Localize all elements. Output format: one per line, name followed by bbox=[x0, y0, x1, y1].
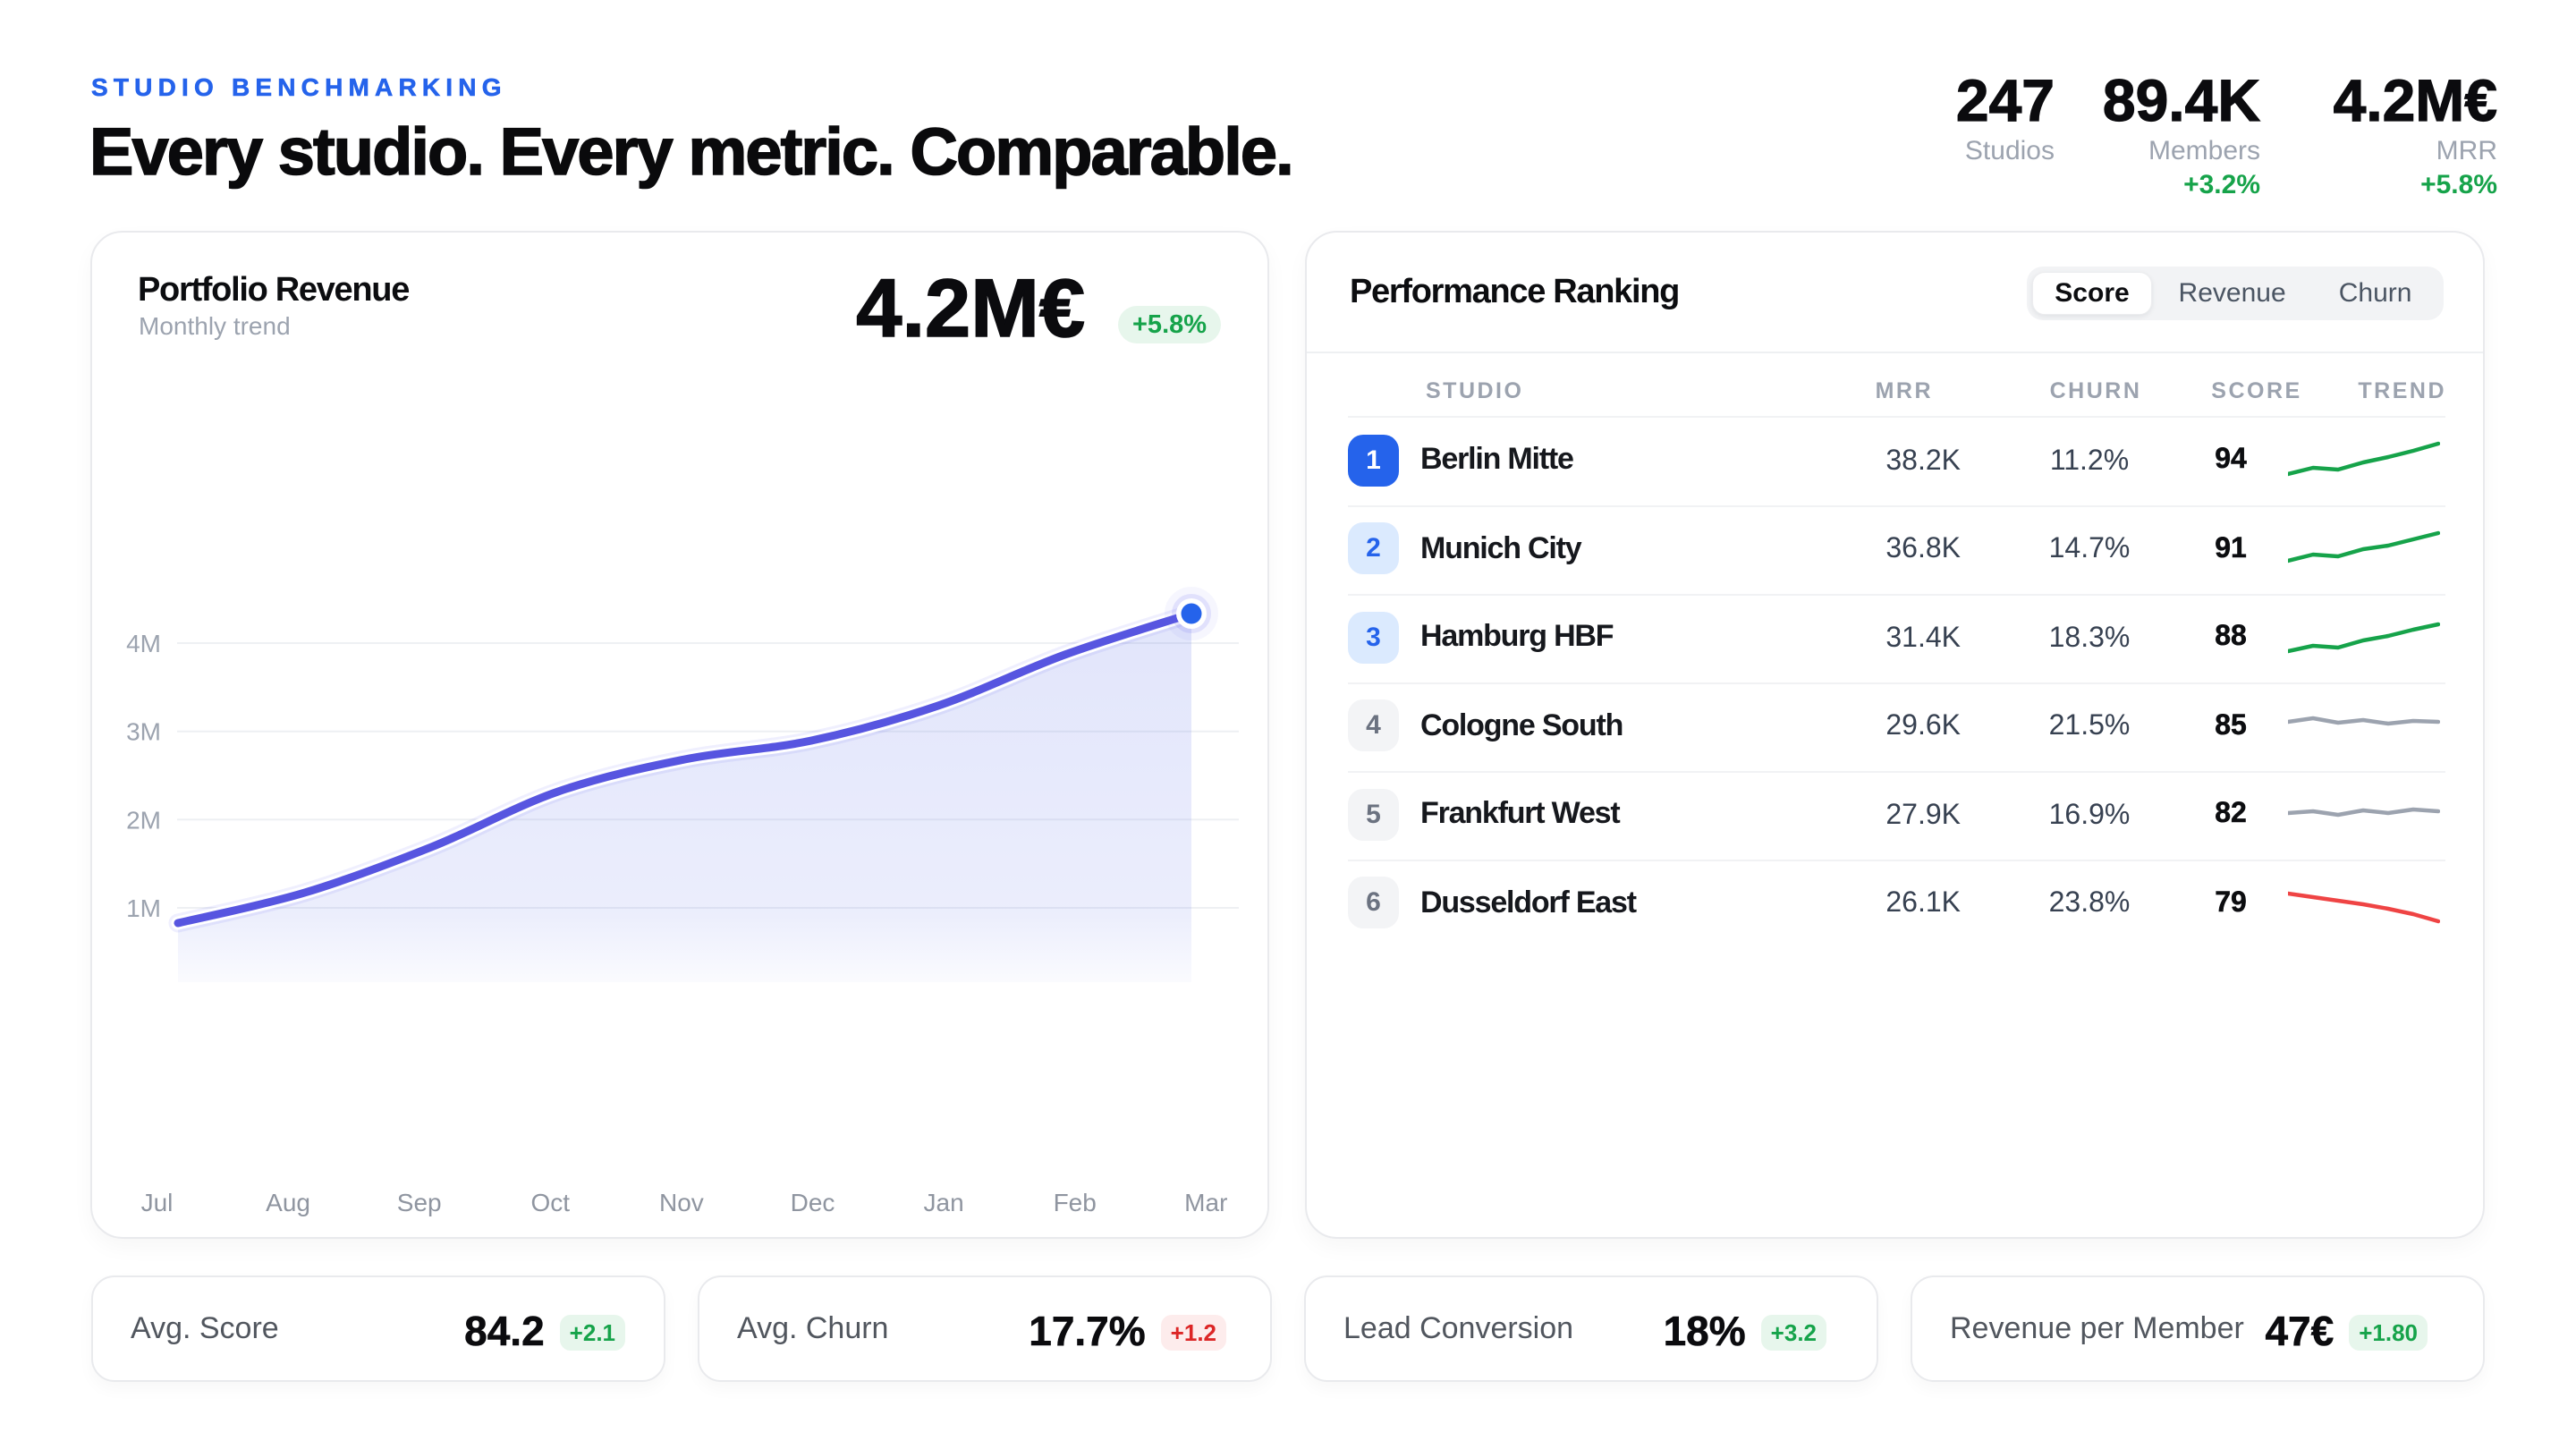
svg-text:Nov: Nov bbox=[659, 1189, 704, 1216]
svg-text:Jul: Jul bbox=[141, 1189, 174, 1216]
svg-text:Oct: Oct bbox=[531, 1189, 571, 1216]
svg-text:Mar: Mar bbox=[1184, 1189, 1227, 1216]
svg-text:3M: 3M bbox=[126, 718, 161, 746]
svg-text:1M: 1M bbox=[126, 894, 161, 922]
svg-text:2M: 2M bbox=[126, 806, 161, 834]
svg-text:Dec: Dec bbox=[791, 1189, 835, 1216]
svg-text:Jan: Jan bbox=[924, 1189, 964, 1216]
svg-text:Feb: Feb bbox=[1054, 1189, 1097, 1216]
svg-text:Aug: Aug bbox=[266, 1189, 310, 1216]
svg-text:Sep: Sep bbox=[397, 1189, 442, 1216]
svg-text:4M: 4M bbox=[126, 630, 161, 657]
